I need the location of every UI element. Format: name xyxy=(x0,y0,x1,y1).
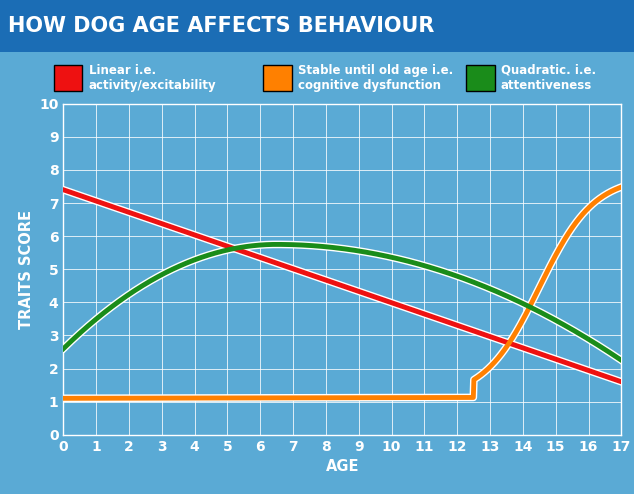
Text: HOW DOG AGE AFFECTS BEHAVIOUR: HOW DOG AGE AFFECTS BEHAVIOUR xyxy=(8,16,434,36)
FancyBboxPatch shape xyxy=(263,65,292,91)
Text: Stable until old age i.e.
cognitive dysfunction: Stable until old age i.e. cognitive dysf… xyxy=(298,64,453,92)
X-axis label: AGE: AGE xyxy=(326,459,359,474)
Text: Linear i.e.
activity/excitability: Linear i.e. activity/excitability xyxy=(89,64,216,92)
FancyBboxPatch shape xyxy=(466,65,495,91)
FancyBboxPatch shape xyxy=(54,65,82,91)
Text: Quadratic. i.e.
attentiveness: Quadratic. i.e. attentiveness xyxy=(501,64,596,92)
Y-axis label: TRAITS SCORE: TRAITS SCORE xyxy=(18,210,34,329)
